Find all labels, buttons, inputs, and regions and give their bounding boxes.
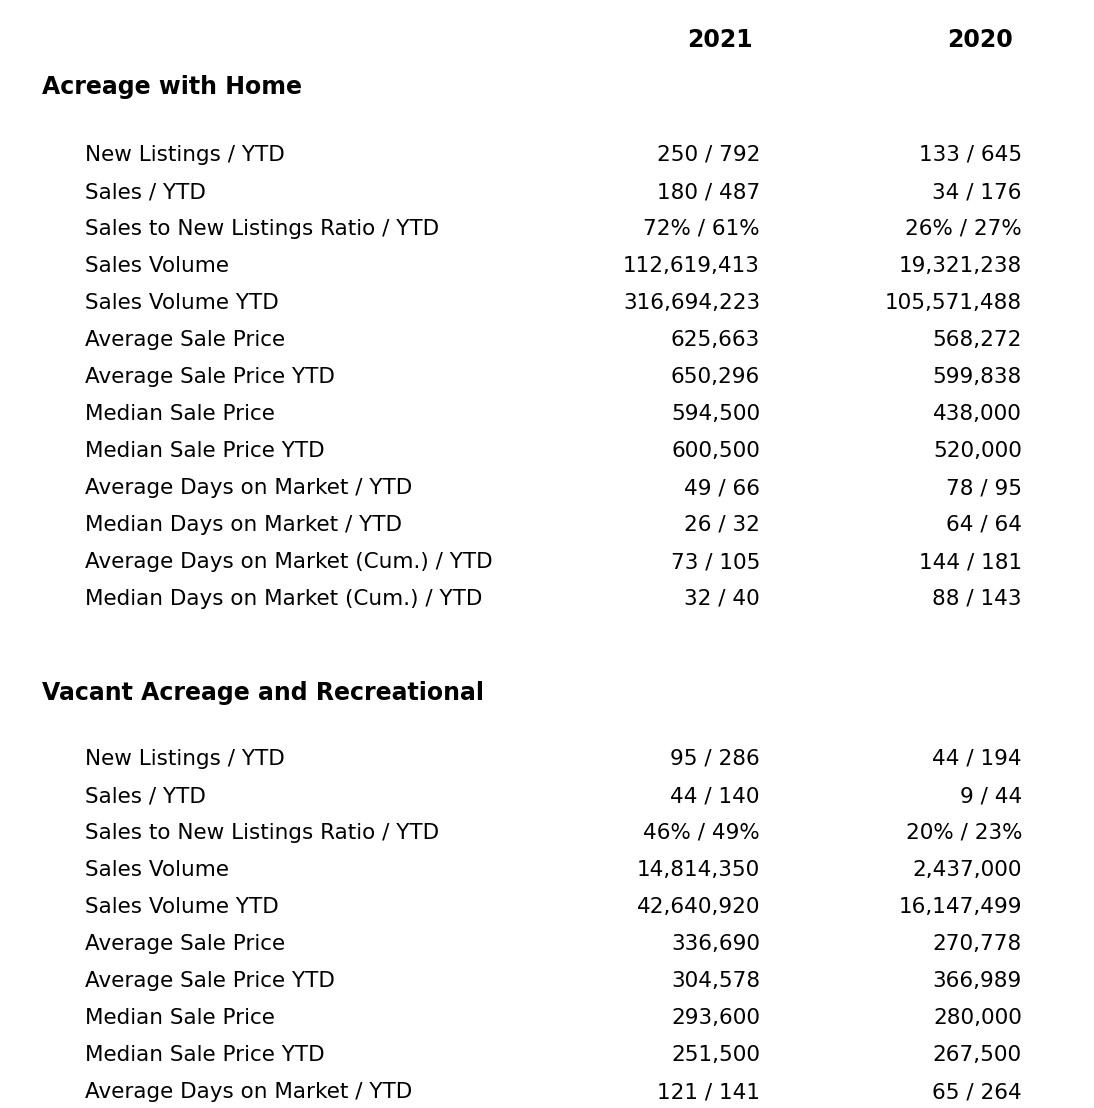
Text: 19,321,238: 19,321,238 xyxy=(899,256,1022,276)
Text: 34 / 176: 34 / 176 xyxy=(932,182,1022,202)
Text: Vacant Acreage and Recreational: Vacant Acreage and Recreational xyxy=(42,681,484,705)
Text: New Listings / YTD: New Listings / YTD xyxy=(85,749,284,769)
Text: 9 / 44: 9 / 44 xyxy=(959,786,1022,806)
Text: 133 / 645: 133 / 645 xyxy=(919,145,1022,165)
Text: 599,838: 599,838 xyxy=(933,367,1022,387)
Text: 112,619,413: 112,619,413 xyxy=(624,256,760,276)
Text: Average Days on Market (Cum.) / YTD: Average Days on Market (Cum.) / YTD xyxy=(85,552,492,572)
Text: 336,690: 336,690 xyxy=(671,934,760,954)
Text: Sales Volume YTD: Sales Volume YTD xyxy=(85,293,279,312)
Text: Average Sale Price YTD: Average Sale Price YTD xyxy=(85,971,335,991)
Text: Average Sale Price: Average Sale Price xyxy=(85,934,286,954)
Text: Sales to New Listings Ratio / YTD: Sales to New Listings Ratio / YTD xyxy=(85,823,439,843)
Text: 438,000: 438,000 xyxy=(933,404,1022,424)
Text: 121 / 141: 121 / 141 xyxy=(657,1083,760,1102)
Text: 520,000: 520,000 xyxy=(933,441,1022,461)
Text: 251,500: 251,500 xyxy=(671,1045,760,1065)
Text: 73 / 105: 73 / 105 xyxy=(671,552,760,572)
Text: Sales Volume: Sales Volume xyxy=(85,256,229,276)
Text: Average Days on Market / YTD: Average Days on Market / YTD xyxy=(85,1083,412,1102)
Text: Sales Volume YTD: Sales Volume YTD xyxy=(85,897,279,917)
Text: 16,147,499: 16,147,499 xyxy=(898,897,1022,917)
Text: 72% / 61%: 72% / 61% xyxy=(643,219,760,239)
Text: Acreage with Home: Acreage with Home xyxy=(42,75,302,99)
Text: 49 / 66: 49 / 66 xyxy=(684,478,760,497)
Text: Sales Volume: Sales Volume xyxy=(85,860,229,880)
Text: 32 / 40: 32 / 40 xyxy=(684,589,760,609)
Text: 2020: 2020 xyxy=(947,28,1013,52)
Text: 293,600: 293,600 xyxy=(671,1008,760,1028)
Text: 42,640,920: 42,640,920 xyxy=(637,897,760,917)
Text: 20% / 23%: 20% / 23% xyxy=(906,823,1022,843)
Text: Median Sale Price YTD: Median Sale Price YTD xyxy=(85,441,325,461)
Text: 250 / 792: 250 / 792 xyxy=(656,145,760,165)
Text: 568,272: 568,272 xyxy=(932,330,1022,350)
Text: Median Sale Price: Median Sale Price xyxy=(85,1008,275,1028)
Text: 270,778: 270,778 xyxy=(933,934,1022,954)
Text: Average Sale Price YTD: Average Sale Price YTD xyxy=(85,367,335,387)
Text: Median Sale Price YTD: Median Sale Price YTD xyxy=(85,1045,325,1065)
Text: 65 / 264: 65 / 264 xyxy=(932,1083,1022,1102)
Text: 2,437,000: 2,437,000 xyxy=(912,860,1022,880)
Text: 105,571,488: 105,571,488 xyxy=(885,293,1022,312)
Text: 600,500: 600,500 xyxy=(671,441,760,461)
Text: New Listings / YTD: New Listings / YTD xyxy=(85,145,284,165)
Text: 267,500: 267,500 xyxy=(933,1045,1022,1065)
Text: 366,989: 366,989 xyxy=(933,971,1022,991)
Text: 26% / 27%: 26% / 27% xyxy=(905,219,1022,239)
Text: 625,663: 625,663 xyxy=(671,330,760,350)
Text: Sales / YTD: Sales / YTD xyxy=(85,786,206,806)
Text: 594,500: 594,500 xyxy=(671,404,760,424)
Text: 26 / 32: 26 / 32 xyxy=(684,515,760,535)
Text: 316,694,223: 316,694,223 xyxy=(622,293,760,312)
Text: 650,296: 650,296 xyxy=(671,367,760,387)
Text: Sales to New Listings Ratio / YTD: Sales to New Listings Ratio / YTD xyxy=(85,219,439,239)
Text: 64 / 64: 64 / 64 xyxy=(946,515,1022,535)
Text: 78 / 95: 78 / 95 xyxy=(946,478,1022,497)
Text: 14,814,350: 14,814,350 xyxy=(637,860,760,880)
Text: 95 / 286: 95 / 286 xyxy=(671,749,760,769)
Text: 2021: 2021 xyxy=(687,28,753,52)
Text: Median Days on Market (Cum.) / YTD: Median Days on Market (Cum.) / YTD xyxy=(85,589,482,609)
Text: Median Sale Price: Median Sale Price xyxy=(85,404,275,424)
Text: Average Sale Price: Average Sale Price xyxy=(85,330,286,350)
Text: 180 / 487: 180 / 487 xyxy=(656,182,760,202)
Text: 88 / 143: 88 / 143 xyxy=(932,589,1022,609)
Text: Median Days on Market / YTD: Median Days on Market / YTD xyxy=(85,515,401,535)
Text: 144 / 181: 144 / 181 xyxy=(919,552,1022,572)
Text: Sales / YTD: Sales / YTD xyxy=(85,182,206,202)
Text: 46% / 49%: 46% / 49% xyxy=(643,823,760,843)
Text: 304,578: 304,578 xyxy=(671,971,760,991)
Text: Average Days on Market / YTD: Average Days on Market / YTD xyxy=(85,478,412,497)
Text: 280,000: 280,000 xyxy=(933,1008,1022,1028)
Text: 44 / 140: 44 / 140 xyxy=(671,786,760,806)
Text: 44 / 194: 44 / 194 xyxy=(932,749,1022,769)
